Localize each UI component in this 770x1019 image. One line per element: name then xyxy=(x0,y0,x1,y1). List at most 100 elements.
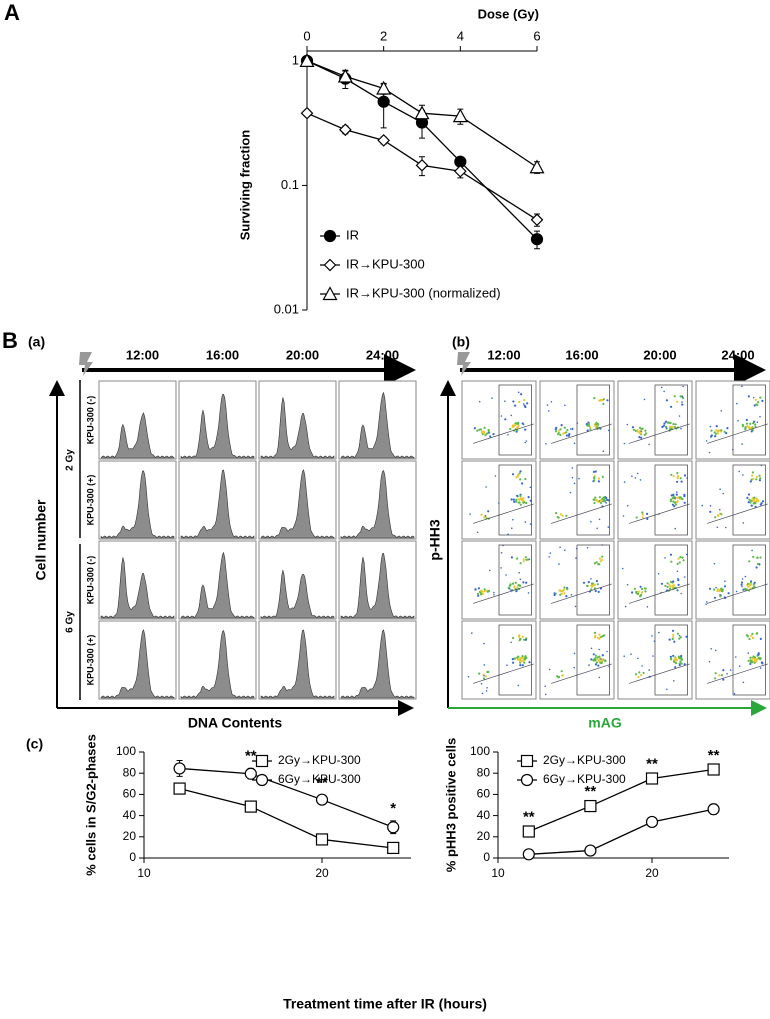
legend-marker xyxy=(520,773,534,787)
dot xyxy=(709,425,712,428)
dot xyxy=(467,676,470,678)
dot xyxy=(601,555,604,558)
dot xyxy=(759,637,762,641)
dot xyxy=(487,510,490,513)
dot xyxy=(720,674,724,677)
dot xyxy=(719,508,721,511)
marker xyxy=(645,815,659,829)
dot xyxy=(741,425,745,428)
dot xyxy=(514,581,518,584)
dot xyxy=(569,428,572,430)
dot xyxy=(725,432,728,435)
dot xyxy=(750,660,753,663)
dot xyxy=(596,583,599,586)
dot xyxy=(483,588,486,591)
legend-marker xyxy=(323,258,337,272)
dot xyxy=(640,436,643,439)
dot xyxy=(521,635,525,639)
dot xyxy=(670,473,673,476)
significance: ** xyxy=(585,783,597,800)
treatment-label: KPU-300 (-) xyxy=(85,396,95,445)
gate xyxy=(576,464,610,536)
dot xyxy=(675,493,678,496)
y-tick-label: 100 xyxy=(470,744,490,758)
dot xyxy=(669,500,673,503)
dot xyxy=(671,584,674,587)
dot xyxy=(586,584,589,588)
dot xyxy=(598,496,602,499)
dot xyxy=(570,594,573,596)
dot xyxy=(586,424,589,427)
dot xyxy=(483,642,485,645)
dot xyxy=(517,391,520,394)
dot xyxy=(482,677,486,680)
dot xyxy=(758,474,761,477)
dot xyxy=(548,668,551,671)
dot xyxy=(713,596,717,599)
y-tick-label: 0 xyxy=(129,850,136,864)
histogram xyxy=(100,470,175,539)
histogram xyxy=(100,629,175,699)
dot xyxy=(727,592,730,595)
dot xyxy=(672,493,675,496)
dot xyxy=(714,677,717,680)
dot xyxy=(518,658,521,661)
dot xyxy=(504,400,506,403)
threshold-line xyxy=(550,423,612,444)
histogram xyxy=(180,551,255,619)
dot xyxy=(669,553,673,556)
dot xyxy=(641,513,644,516)
dot xyxy=(750,504,752,507)
dot xyxy=(593,636,597,639)
dot xyxy=(673,640,676,643)
dot xyxy=(590,647,593,650)
dot xyxy=(515,500,518,503)
dot xyxy=(701,504,704,507)
dot xyxy=(748,498,751,501)
dot xyxy=(637,657,639,660)
dot xyxy=(512,400,515,403)
dot xyxy=(590,578,592,580)
dot xyxy=(648,669,650,671)
dot xyxy=(660,386,663,389)
dot xyxy=(676,632,680,635)
time-label: 12:00 xyxy=(487,347,520,362)
dot xyxy=(517,684,520,687)
dot xyxy=(562,588,566,591)
dot xyxy=(639,594,642,597)
dot xyxy=(598,500,601,502)
dot xyxy=(757,401,760,404)
dot xyxy=(677,583,680,587)
dot xyxy=(582,581,586,584)
dot xyxy=(708,451,711,454)
legend-marker xyxy=(255,773,269,787)
dot xyxy=(648,443,650,446)
dot xyxy=(565,431,568,434)
dot xyxy=(741,385,743,388)
legend-marker xyxy=(323,229,337,243)
dot xyxy=(596,426,599,429)
legend-label: 2Gy→KPU-300 xyxy=(543,753,626,767)
dot xyxy=(682,559,685,562)
dot xyxy=(671,503,675,506)
dot xyxy=(635,590,638,594)
dot xyxy=(640,430,642,433)
dot xyxy=(558,429,561,432)
panel-label: (b) xyxy=(452,334,470,350)
legend-label: IR→KPU-300 (normalized) xyxy=(346,285,501,300)
dot xyxy=(559,428,562,431)
dot xyxy=(516,494,519,497)
marker xyxy=(387,821,400,834)
dot xyxy=(680,480,683,483)
dot xyxy=(505,574,507,576)
dot xyxy=(671,425,674,429)
time-label: 24:00 xyxy=(721,347,754,362)
dot xyxy=(598,557,602,560)
dot xyxy=(717,514,720,518)
x-tick-label: 20 xyxy=(645,866,659,880)
dot xyxy=(747,652,750,654)
dot xyxy=(556,675,559,678)
dot xyxy=(676,477,679,480)
dot xyxy=(681,556,684,559)
